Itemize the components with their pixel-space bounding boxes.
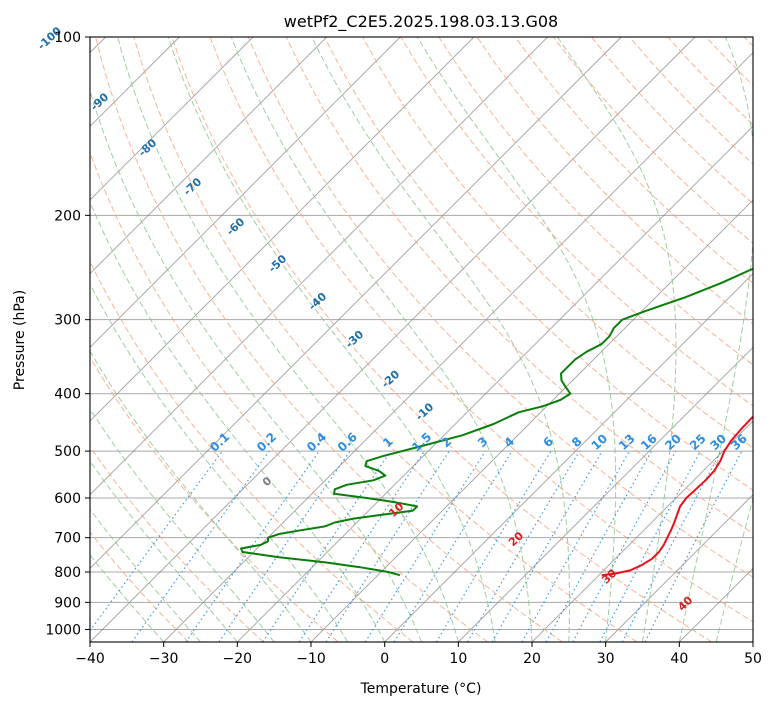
mixing-ratio-line xyxy=(599,450,702,642)
isotherm-line xyxy=(531,420,753,642)
x-axis: −40 −30 −20 −10 0 10 20 30 40 50 xyxy=(75,642,762,667)
x-tick-label: 20 xyxy=(523,651,541,667)
mixing-ratio-line xyxy=(572,450,677,642)
dry-adiabat-line xyxy=(90,260,414,642)
moist-adiabat-line xyxy=(90,200,386,642)
dry-adiabat-line xyxy=(514,37,753,285)
x-tick-label: −20 xyxy=(223,651,253,667)
moist-adiabat-line xyxy=(90,350,312,642)
x-tick-label: 0 xyxy=(380,651,389,667)
mixing-ratio-line xyxy=(325,450,450,642)
dry-adiabat-line xyxy=(400,37,753,407)
dry-adiabat-line xyxy=(95,37,563,642)
y-tick-label: 600 xyxy=(54,491,81,507)
moist-adiabat-line xyxy=(678,37,753,642)
dry-adiabat-line xyxy=(90,445,264,642)
mixing-ratio-line xyxy=(393,450,513,642)
dry-adiabat-line xyxy=(171,37,712,642)
dry-adiabat-line xyxy=(438,37,753,366)
dry-adiabat-line xyxy=(247,37,753,578)
moist-adiabat-line xyxy=(311,37,570,642)
mixing-ratio-line xyxy=(364,450,486,642)
mixing-ratio-line xyxy=(466,450,580,642)
y-tick-label: 500 xyxy=(54,444,81,460)
y-tick-label: 700 xyxy=(54,531,81,547)
isotherm-line xyxy=(90,37,254,201)
moist-adiabat-line xyxy=(90,554,165,642)
dry-adiabat-line xyxy=(209,37,753,623)
isotherm-line xyxy=(458,346,753,642)
moist-adiabat-line xyxy=(416,37,617,642)
moist-adiabat-line xyxy=(90,508,201,642)
mixing-ratio-line xyxy=(185,450,320,642)
dry-adiabat-line xyxy=(90,151,488,642)
isotherm-line xyxy=(384,273,753,642)
dry-adiabat-line xyxy=(90,531,190,642)
y-tick-label: 200 xyxy=(54,208,81,224)
x-tick-label: −30 xyxy=(149,651,179,667)
y-axis: 100 200 300 400 500 600 700 800 900 1000 xyxy=(45,30,90,638)
isotherm-line xyxy=(90,37,401,348)
isotherm-line xyxy=(90,37,622,569)
y-tick-label: 1000 xyxy=(45,622,81,638)
y-tick-label: 100 xyxy=(54,30,81,46)
x-axis-label: Temperature (°C) xyxy=(360,681,482,697)
y-axis-label: Pressure (hPa) xyxy=(12,290,28,390)
isotherm-line xyxy=(90,37,696,642)
isotherm-line xyxy=(237,125,753,642)
chart-title: wetPf2_C2E5.2025.198.03.13.G08 xyxy=(284,12,558,32)
temperature-profile-line xyxy=(601,415,753,577)
series-layer xyxy=(240,267,753,577)
dry-adiabat-line xyxy=(133,37,638,642)
y-tick-label: 400 xyxy=(54,387,81,403)
x-tick-label: 40 xyxy=(670,651,688,667)
y-tick-label: 800 xyxy=(54,565,81,581)
dry-adiabat-line xyxy=(362,37,753,449)
x-tick-label: 30 xyxy=(597,651,615,667)
isotherm-line xyxy=(605,494,753,642)
isotherm-line xyxy=(90,37,327,275)
x-tick-label: −10 xyxy=(296,651,326,667)
x-tick-label: −40 xyxy=(75,651,105,667)
mixing-ratio-line xyxy=(218,450,351,642)
mixing-ratio-layer xyxy=(90,450,743,642)
x-tick-label: 50 xyxy=(744,651,762,667)
mixing-ratio-line xyxy=(298,450,425,642)
y-tick-label: 300 xyxy=(54,313,81,329)
isotherm-line xyxy=(163,52,753,642)
moist-adiabat-line xyxy=(230,37,533,642)
mixing-ratio-line xyxy=(435,450,552,642)
moist-adiabat-line xyxy=(167,37,496,642)
moist-adiabat-line xyxy=(90,283,349,642)
plot-background xyxy=(90,37,753,642)
moist-adiabat-line xyxy=(90,408,275,642)
dewpoint-profile-line xyxy=(240,267,753,577)
dry-adiabat-line xyxy=(285,37,753,534)
mixing-ratio-line xyxy=(262,450,392,642)
plot-frame xyxy=(89,36,754,643)
moist-adiabat-line xyxy=(90,460,238,642)
moist-adiabat-line xyxy=(117,37,459,642)
x-tick-label: 10 xyxy=(449,651,467,667)
isotherm-line xyxy=(90,37,548,496)
isotherm-line xyxy=(90,37,475,422)
y-tick-label: 900 xyxy=(54,595,81,611)
moist-adiabat-line xyxy=(90,89,422,642)
moist-adiabat-line xyxy=(556,37,677,642)
